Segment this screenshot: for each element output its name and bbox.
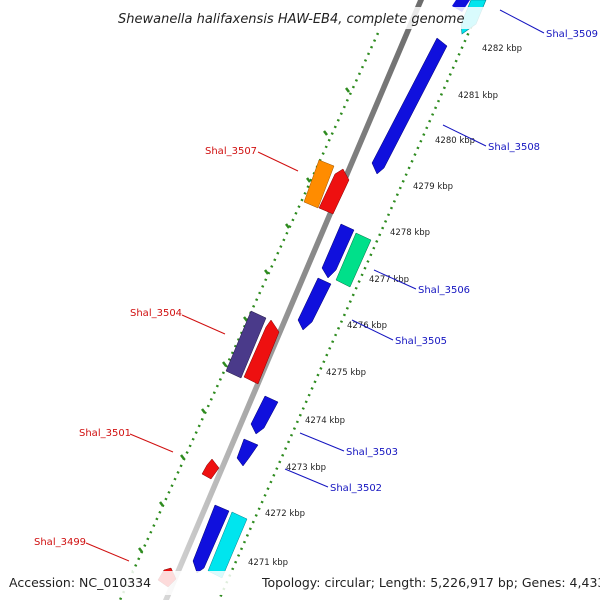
tick-label: 4282 kbp [482,44,522,54]
gene-label-shal-3505[interactable]: Shal_3505 [395,336,447,347]
gene-arrow-shal-3502[interactable] [236,438,259,467]
tick-label: 4274 kbp [305,416,345,426]
gene-arrow-blue-bottom[interactable] [192,504,230,574]
gene-arrow-shal-3501[interactable] [201,458,220,480]
gene-arrow-shal-3503[interactable] [250,395,279,435]
tick-label: 4273 kbp [286,463,326,473]
gene-label-shal-3504[interactable]: Shal_3504 [130,308,182,319]
gene-arrow-blue-top[interactable] [452,0,470,12]
gene-arrow-shal-3506[interactable] [335,232,372,288]
leader-line [181,314,226,335]
leader-line [351,319,394,341]
outer-track-tick [180,454,185,460]
tick-label: 4277 kbp [369,275,409,285]
tick-label: 4275 kbp [326,368,366,378]
leader-line [129,433,174,453]
leader-line [85,542,130,562]
accession-text: Accession: NC_010334 [9,575,151,590]
topology-text: Topology: circular; Length: 5,226,917 bp… [261,575,600,590]
outer-track-tick [323,130,328,136]
gene-arrow-red-3507b[interactable] [318,168,350,215]
tick-label: 4279 kbp [413,182,453,192]
outer-track-tick [201,408,206,414]
footer-backdrop [0,571,600,595]
leader-line [499,9,545,34]
reverse-gene-labels: Shal_3507 Shal_3504 Shal_3501 Shal_3499 [34,146,299,562]
gene-arrow-shal-3508[interactable] [371,37,448,175]
gene-label-shal-3509[interactable]: Shal_3509 [546,29,598,40]
leader-line [299,432,345,452]
outer-track-tick [345,87,350,93]
leader-line [284,468,329,488]
gene-label-shal-3506[interactable]: Shal_3506 [418,285,470,296]
outer-track-tick [285,223,290,229]
forward-gene-labels: Shal_3509 Shal_3508 Shal_3506 Shal_3505 … [284,9,598,494]
gene-label-shal-3501[interactable]: Shal_3501 [79,428,131,439]
outer-track-ticks [138,87,350,553]
outer-track-tick [306,177,311,183]
outer-track-tick [138,547,143,553]
map-title: Shewanella halifaxensis HAW-EB4, complet… [118,12,464,27]
gene-label-shal-3508[interactable]: Shal_3508 [488,142,540,153]
tick-label: 4272 kbp [265,509,305,519]
title-backdrop [114,7,486,29]
inner-dotted-track [217,0,485,600]
tick-label: 4281 kbp [458,91,498,101]
tick-label: 4278 kbp [390,228,430,238]
outer-track-tick [264,269,269,275]
leader-line [373,269,417,290]
tick-label: 4271 kbp [248,558,288,568]
gene-arrow-shal-3505[interactable] [297,277,332,331]
gene-arrow-shal-3507[interactable] [303,159,335,209]
gene-arrow-blue-4278[interactable] [321,223,355,279]
leader-line [257,151,299,172]
position-ticks: 4282 kbp 4281 kbp 4280 kbp 4279 kbp 4278… [248,44,522,568]
gene-label-shal-3507[interactable]: Shal_3507 [205,146,257,157]
gene-arrow-red-3504b[interactable] [243,319,280,385]
gene-arrow-shal-3504[interactable] [225,310,267,379]
tick-label: 4280 kbp [435,136,475,146]
tick-label: 4276 kbp [347,321,387,331]
genome-backbone [163,0,424,600]
outer-track-tick [243,316,248,322]
gene-label-shal-3499[interactable]: Shal_3499 [34,537,86,548]
gene-label-shal-3503[interactable]: Shal_3503 [346,447,398,458]
leader-line [442,124,487,147]
gene-label-shal-3502[interactable]: Shal_3502 [330,483,382,494]
outer-track-tick [159,501,164,507]
outer-track-tick [222,361,227,367]
